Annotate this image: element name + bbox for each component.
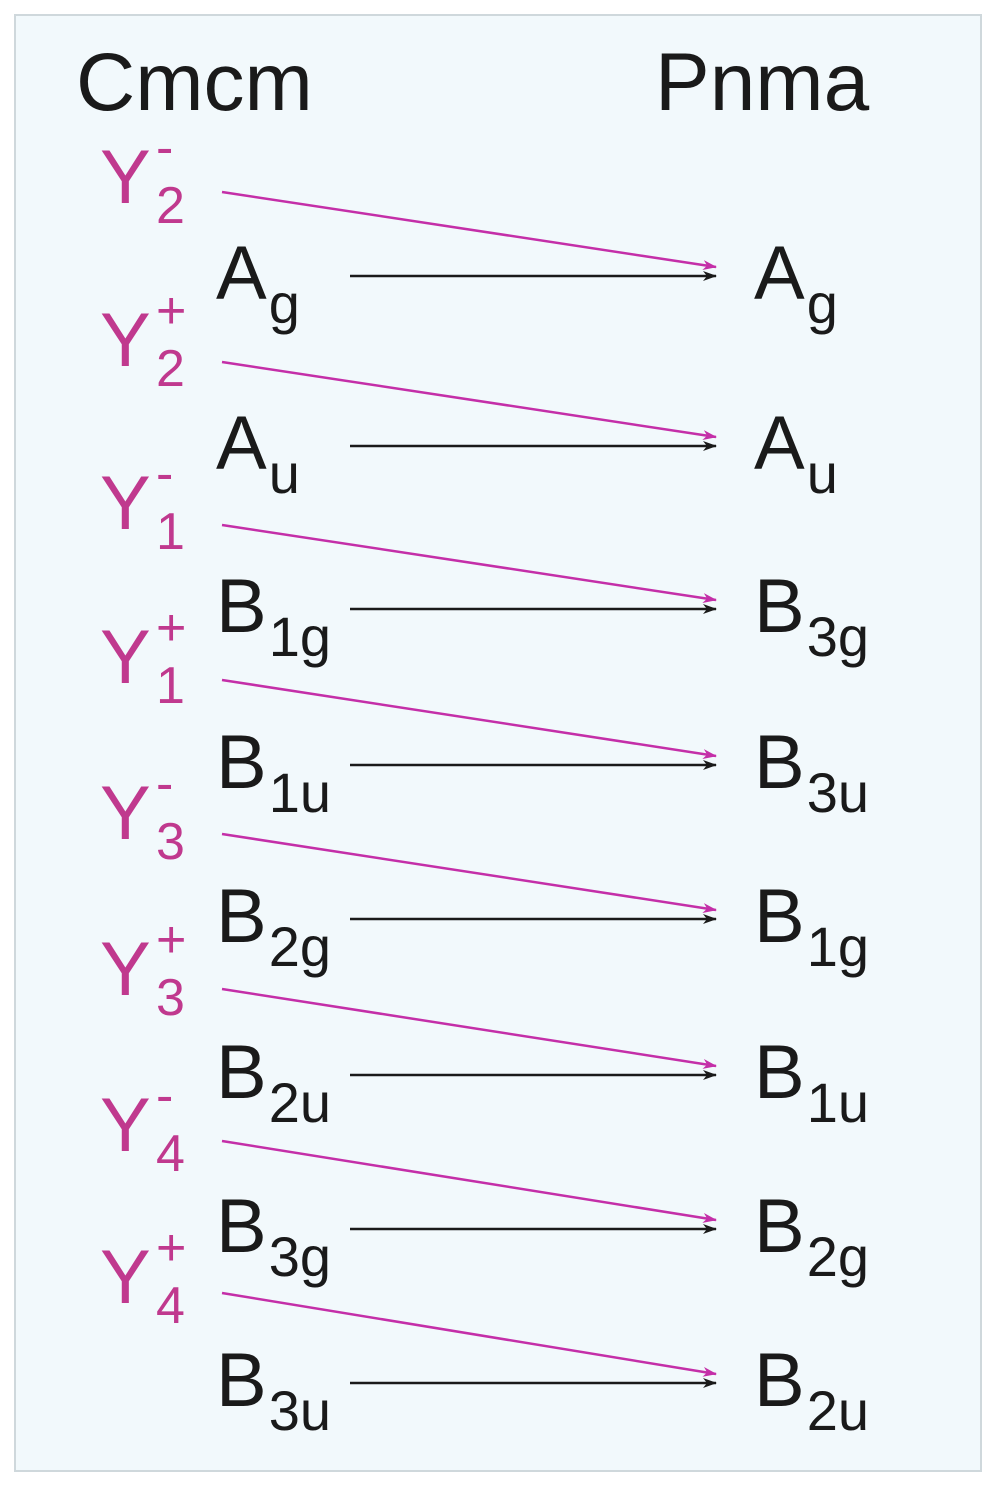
cmcm-irrep-4-subscript: 2g: [268, 915, 331, 978]
pnma-irrep-1: Au: [754, 406, 838, 502]
y-irrep-6-subscript: 4: [156, 1125, 185, 1183]
pnma-irrep-5-base: B: [754, 1030, 805, 1115]
y-irrep-6-superscript: -: [156, 1067, 174, 1125]
y-irrep-4-base: Y: [100, 771, 151, 856]
header-pnma: Pnma: [655, 37, 870, 128]
cmcm-irrep-2-subscript: 1g: [268, 605, 331, 668]
y-irrep-5-subscript: 3: [156, 969, 185, 1027]
y-irrep-3-superscript: +: [156, 599, 187, 657]
pnma-irrep-3-base: B: [754, 720, 805, 805]
y-irrep-3: Y +1: [100, 602, 186, 712]
cmcm-irrep-0-base: A: [216, 231, 267, 316]
pnma-irrep-0: Ag: [754, 236, 838, 332]
y-irrep-6: Y-4: [100, 1070, 185, 1180]
y-irrep-3-base: Y: [100, 615, 151, 700]
cmcm-irrep-6-base: B: [216, 1184, 267, 1269]
pnma-irrep-7-base: B: [754, 1338, 805, 1423]
pnma-irrep-0-base: A: [754, 231, 805, 316]
pnma-irrep-0-subscript: g: [806, 272, 838, 335]
pnma-irrep-4-subscript: 1g: [806, 915, 869, 978]
pnma-irrep-2: B3g: [754, 569, 869, 665]
y-irrep-4: Y-3: [100, 758, 185, 868]
magenta-arrow-5: [221, 987, 717, 1069]
magenta-arrow-1: [221, 360, 717, 440]
cmcm-irrep-1: Au: [216, 406, 300, 502]
y-irrep-0: Y-2: [100, 122, 185, 232]
y-irrep-6-base: Y: [100, 1083, 151, 1168]
y-irrep-1-subscript: 2: [156, 340, 185, 398]
pnma-irrep-4: B1g: [754, 879, 869, 975]
cmcm-irrep-4-base: B: [216, 874, 267, 959]
y-irrep-2: Y-1: [100, 448, 185, 558]
y-irrep-0-superscript: -: [156, 119, 174, 177]
y-irrep-1: Y +2: [100, 285, 186, 395]
y-irrep-4-superscript: -: [156, 755, 174, 813]
y-irrep-1-superscript: +: [156, 282, 187, 340]
cmcm-irrep-5: B2u: [216, 1035, 331, 1131]
pnma-irrep-1-subscript: u: [806, 442, 838, 505]
cmcm-irrep-4: B2g: [216, 879, 331, 975]
cmcm-irrep-7: B3u: [216, 1343, 331, 1439]
y-irrep-2-base: Y: [100, 461, 151, 546]
cmcm-irrep-7-base: B: [216, 1338, 267, 1423]
cmcm-irrep-1-subscript: u: [268, 442, 300, 505]
magenta-arrow-4: [221, 832, 717, 913]
y-irrep-1-base: Y: [100, 298, 151, 383]
y-irrep-7-superscript: +: [156, 1219, 187, 1277]
pnma-irrep-6-base: B: [754, 1184, 805, 1269]
y-irrep-7: Y +4: [100, 1222, 186, 1332]
pnma-irrep-7-subscript: 2u: [806, 1379, 869, 1442]
pnma-irrep-3-subscript: 3u: [806, 761, 869, 824]
cmcm-irrep-7-subscript: 3u: [268, 1379, 331, 1442]
cmcm-irrep-6-subscript: 3g: [268, 1225, 331, 1288]
cmcm-irrep-3-base: B: [216, 720, 267, 805]
y-irrep-3-subscript: 1: [156, 657, 185, 715]
magenta-arrow-7: [221, 1291, 717, 1377]
pnma-irrep-6-subscript: 2g: [806, 1225, 869, 1288]
pnma-irrep-5: B1u: [754, 1035, 869, 1131]
y-irrep-0-subscript: 2: [156, 177, 185, 235]
magenta-arrow-6: [221, 1139, 717, 1223]
pnma-irrep-3: B3u: [754, 725, 869, 821]
y-irrep-0-base: Y: [100, 135, 151, 220]
y-irrep-7-base: Y: [100, 1235, 151, 1320]
pnma-irrep-6: B2g: [754, 1189, 869, 1285]
cmcm-irrep-3-subscript: 1u: [268, 761, 331, 824]
cmcm-irrep-5-base: B: [216, 1030, 267, 1115]
cmcm-irrep-0: Ag: [216, 236, 300, 332]
cmcm-irrep-1-base: A: [216, 401, 267, 486]
pnma-irrep-2-base: B: [754, 564, 805, 649]
magenta-arrow-3: [221, 678, 717, 759]
pnma-irrep-5-subscript: 1u: [806, 1071, 869, 1134]
pnma-irrep-1-base: A: [754, 401, 805, 486]
pnma-irrep-4-base: B: [754, 874, 805, 959]
header-cmcm: Cmcm: [76, 37, 313, 128]
cmcm-irrep-2: B1g: [216, 569, 331, 665]
cmcm-irrep-6: B3g: [216, 1189, 331, 1285]
y-irrep-7-subscript: 4: [156, 1277, 185, 1335]
magenta-arrow-2: [221, 523, 717, 603]
cmcm-irrep-3: B1u: [216, 725, 331, 821]
y-irrep-2-superscript: -: [156, 445, 174, 503]
cmcm-irrep-0-subscript: g: [268, 272, 300, 335]
pnma-irrep-2-subscript: 3g: [806, 605, 869, 668]
y-irrep-5: Y +3: [100, 914, 186, 1024]
pnma-irrep-7: B2u: [754, 1343, 869, 1439]
y-irrep-5-superscript: +: [156, 911, 187, 969]
magenta-arrow-0: [221, 190, 717, 270]
y-irrep-5-base: Y: [100, 927, 151, 1012]
cmcm-irrep-2-base: B: [216, 564, 267, 649]
cmcm-irrep-5-subscript: 2u: [268, 1071, 331, 1134]
y-irrep-2-subscript: 1: [156, 503, 185, 561]
y-irrep-4-subscript: 3: [156, 813, 185, 871]
